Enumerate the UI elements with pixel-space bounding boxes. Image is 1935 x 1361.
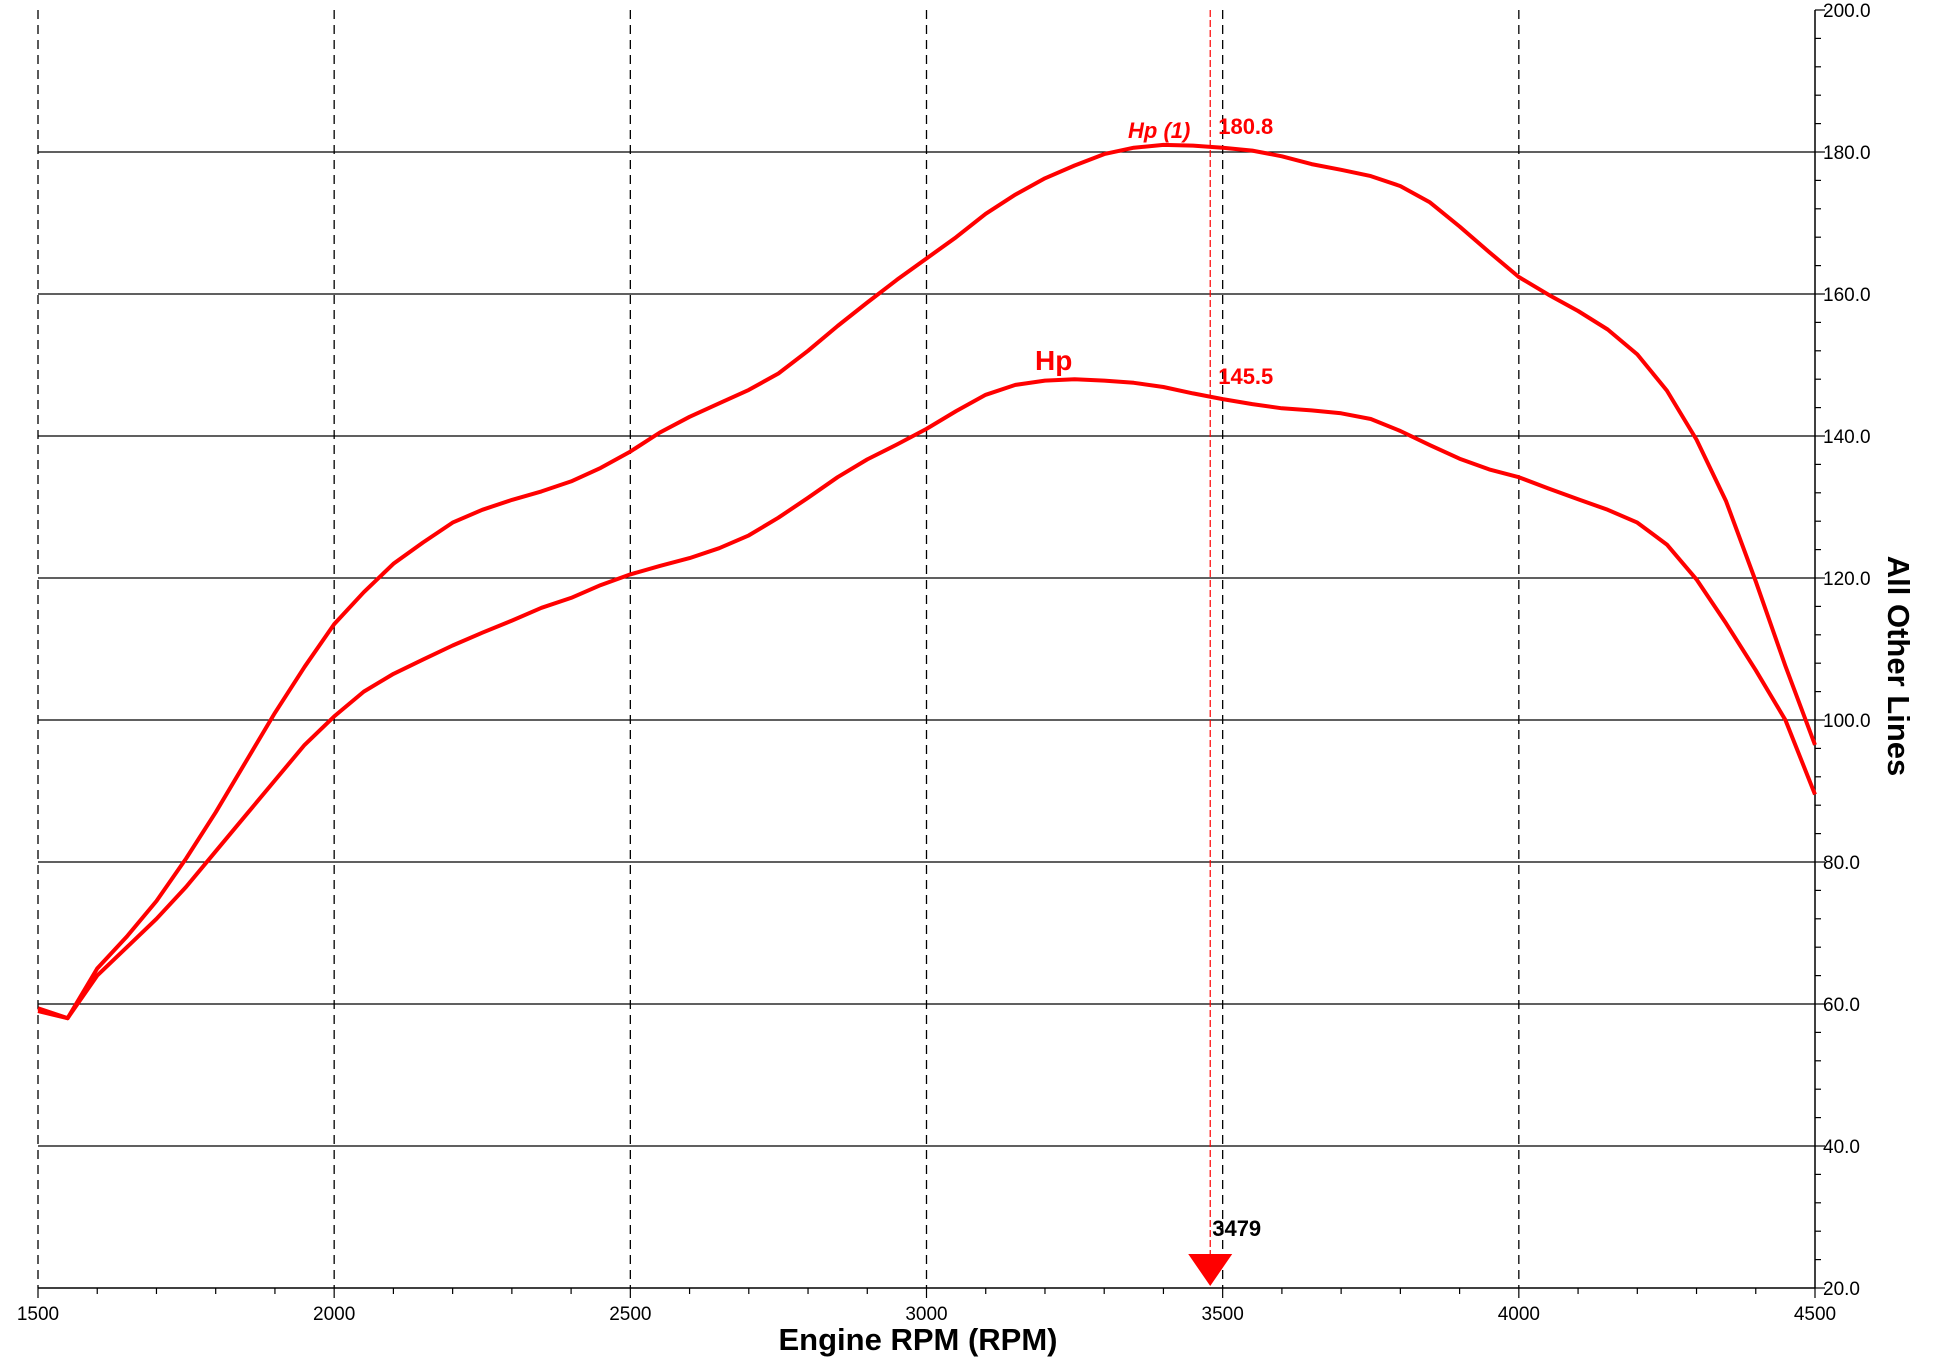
- x-tick-label: 2500: [609, 1304, 651, 1325]
- y-tick-label: 200.0: [1823, 1, 1871, 22]
- y-tick-label: 20.0: [1823, 1279, 1860, 1300]
- y-axis-title: All Other Lines: [1881, 556, 1916, 776]
- grid-lines: [37, 10, 1816, 1289]
- y-tick-label: 180.0: [1823, 143, 1871, 164]
- series-line-2: [37, 377, 1817, 1021]
- cursor-value-2: 145.5: [1218, 364, 1273, 389]
- x-axis-title: Engine RPM (RPM): [779, 1322, 1058, 1357]
- series-line-1: [37, 142, 1817, 1021]
- cursor-marker: [1188, 1254, 1233, 1286]
- x-tick-label: 2000: [313, 1304, 355, 1325]
- y-tick-label: 160.0: [1823, 285, 1871, 306]
- cursor-layer: 3479 180.8 145.5: [1188, 10, 1273, 1286]
- y-tick-label: 120.0: [1823, 569, 1871, 590]
- x-tick-label: 3000: [905, 1304, 947, 1325]
- cursor-value-1: 180.8: [1218, 114, 1273, 139]
- y-tick-label: 40.0: [1823, 1137, 1860, 1158]
- y-tick-label: 100.0: [1823, 711, 1871, 732]
- cursor-rpm-label: 3479: [1212, 1216, 1261, 1241]
- x-tick-label: 4000: [1498, 1304, 1540, 1325]
- y-tick-label: 80.0: [1823, 853, 1860, 874]
- series-label-2: Hp: [1035, 345, 1072, 376]
- x-tick-label: 1500: [17, 1304, 59, 1325]
- y-axis-ticks: 20.0 40.0 60.0 80.0 100.0 120.0 140.0 160.0 180.…: [1815, 1, 1871, 1300]
- series-label-1: Hp (1): [1128, 118, 1190, 143]
- x-axis-ticks: 1500 2000 2500 3000 3500 4000 4500: [17, 1288, 1836, 1325]
- x-tick-label: 3500: [1202, 1304, 1244, 1325]
- series-layer: Hp (1) Hp: [37, 118, 1817, 1021]
- y-tick-label: 60.0: [1823, 995, 1860, 1016]
- y-tick-label: 140.0: [1823, 427, 1871, 448]
- x-tick-label: 4500: [1794, 1304, 1836, 1325]
